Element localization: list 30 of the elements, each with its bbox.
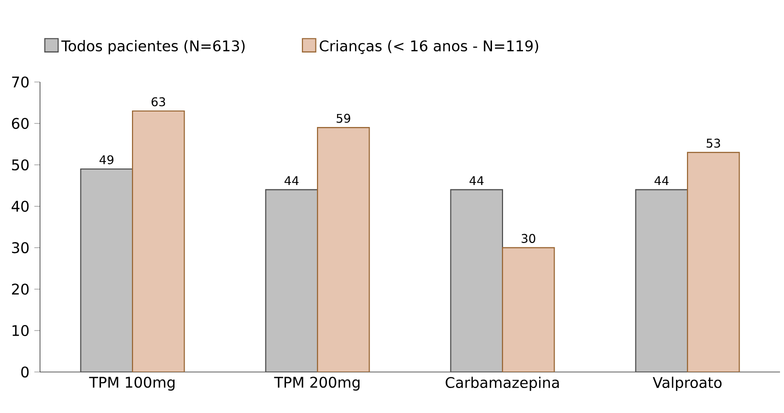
data-label: 44 — [470, 176, 484, 185]
y-tick-label: 40 — [12, 200, 29, 212]
y-tick-label: 70 — [12, 76, 29, 88]
data-label: 63 — [152, 97, 166, 106]
bar — [265, 189, 318, 372]
data-label: 49 — [100, 155, 114, 164]
bar — [316, 127, 370, 372]
data-label: 30 — [522, 234, 536, 243]
y-tick-label: 10 — [12, 325, 29, 336]
data-label: 53 — [706, 138, 720, 148]
legend-label: Todos pacientes (N=613) — [61, 40, 245, 54]
y-tick-label: 20 — [12, 284, 29, 295]
x-tick-label: Carbamazepina — [446, 376, 559, 391]
data-label: 44 — [654, 176, 669, 185]
x-tick-label: TPM 200mg — [274, 376, 360, 391]
bar — [132, 110, 185, 372]
data-label: 44 — [284, 176, 299, 185]
y-tick-label: 60 — [12, 118, 29, 129]
x-tick-label: Valproato — [652, 376, 722, 391]
y-tick-label: 0 — [21, 366, 29, 378]
bar — [450, 189, 504, 372]
y-tick-label: 50 — [12, 159, 29, 170]
x-tick-label: TPM 100mg — [89, 376, 174, 391]
bar — [686, 152, 740, 372]
legend-label: Crianças (< 16 anos - N=119) — [320, 40, 538, 54]
bar — [80, 168, 134, 372]
bar — [635, 189, 688, 372]
y-tick-label: 30 — [12, 242, 29, 254]
bar — [502, 247, 555, 372]
data-label: 59 — [336, 114, 350, 123]
